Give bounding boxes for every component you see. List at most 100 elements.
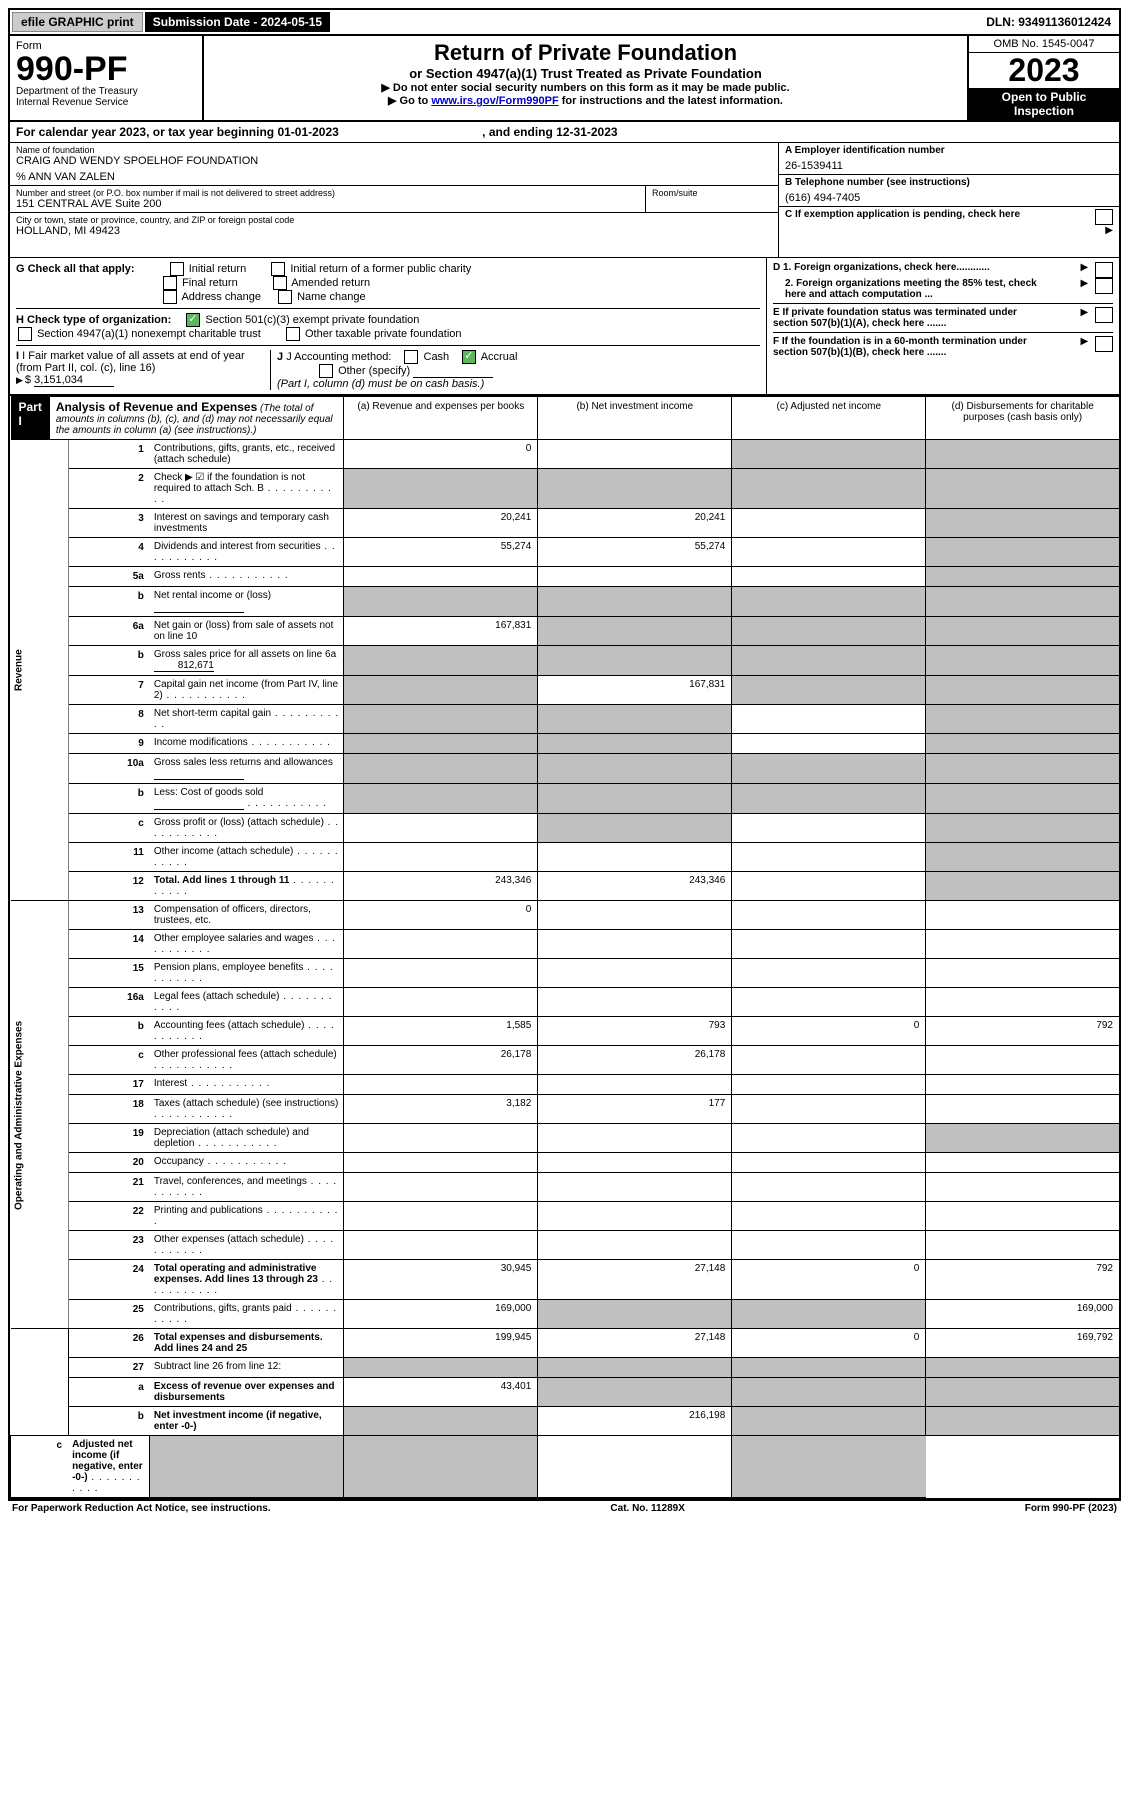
row-description: Adjusted net income (if negative, enter … — [68, 1436, 150, 1498]
cell-c — [732, 784, 926, 814]
cell-d — [926, 705, 1119, 734]
row-description: Gross profit or (loss) (attach schedule) — [150, 814, 344, 843]
table-row: 8Net short-term capital gain — [11, 705, 1120, 734]
cell-d: 792 — [926, 1017, 1119, 1046]
cell-d — [926, 872, 1119, 901]
cell-a: 0 — [344, 901, 538, 930]
cell-a: 167,831 — [344, 617, 538, 646]
h-4947-checkbox[interactable] — [18, 327, 32, 341]
row-number: 26 — [68, 1329, 150, 1358]
address-cell: Number and street (or P.O. box number if… — [10, 186, 645, 213]
cell-b: 216,198 — [538, 1407, 732, 1436]
row-description: Excess of revenue over expenses and disb… — [150, 1378, 344, 1407]
dln-number: DLN: 93491136012424 — [330, 15, 1119, 29]
cell-c — [732, 734, 926, 754]
row-description: Contributions, gifts, grants paid — [150, 1300, 344, 1329]
cell-b: 793 — [538, 1017, 732, 1046]
j-cash-checkbox[interactable] — [404, 350, 418, 364]
cell-a — [344, 814, 538, 843]
f-checkbox[interactable] — [1095, 336, 1113, 352]
cell-b: 243,346 — [538, 872, 732, 901]
cell-a — [344, 646, 538, 676]
cell-a — [344, 469, 538, 509]
cell-b: 27,148 — [538, 1329, 732, 1358]
cell-d — [926, 1075, 1119, 1095]
j-other-checkbox[interactable] — [319, 364, 333, 378]
cell-d — [926, 1407, 1119, 1436]
e-checkbox[interactable] — [1095, 307, 1113, 323]
cell-d — [926, 754, 1119, 784]
cell-c — [732, 1358, 926, 1378]
row-description: Less: Cost of goods sold — [150, 784, 344, 814]
cell-a — [344, 1231, 538, 1260]
d2-checkbox[interactable] — [1095, 278, 1113, 294]
cell-c: 0 — [732, 1329, 926, 1358]
j-cell: J J Accounting method: Cash Accrual Othe… — [271, 350, 760, 390]
cell-b: 177 — [538, 1095, 732, 1124]
cell-d — [926, 843, 1119, 872]
top-bar: efile GRAPHIC print Submission Date - 20… — [10, 10, 1119, 36]
cell-a — [344, 959, 538, 988]
ein-cell: A Employer identification number 26-1539… — [779, 143, 1119, 175]
form-header: Form 990-PF Department of the Treasury I… — [10, 36, 1119, 122]
efile-button[interactable]: efile GRAPHIC print — [12, 12, 143, 32]
row-number: 2 — [68, 469, 150, 509]
g-amended-checkbox[interactable] — [273, 276, 287, 290]
row-number: 8 — [68, 705, 150, 734]
row-number: 17 — [68, 1075, 150, 1095]
row-description: Gross rents — [150, 567, 344, 587]
cell-d — [926, 440, 1119, 469]
col-a-header: (a) Revenue and expenses per books — [344, 397, 538, 440]
cell-b — [538, 1173, 732, 1202]
cell-b — [538, 1075, 732, 1095]
cell-d — [926, 538, 1119, 567]
row-description: Occupancy — [150, 1153, 344, 1173]
g-name-checkbox[interactable] — [278, 290, 292, 304]
cell-b — [538, 1358, 732, 1378]
cell-a — [344, 734, 538, 754]
cell-d — [926, 1124, 1119, 1153]
row-number: 27 — [68, 1358, 150, 1378]
g-initial-former-checkbox[interactable] — [271, 262, 285, 276]
cell-a: 243,346 — [344, 872, 538, 901]
cell-d — [926, 1378, 1119, 1407]
table-row: aExcess of revenue over expenses and dis… — [11, 1378, 1120, 1407]
table-row: bGross sales price for all assets on lin… — [11, 646, 1120, 676]
form-subtitle: or Section 4947(a)(1) Trust Treated as P… — [214, 66, 957, 81]
c-checkbox[interactable] — [1095, 209, 1113, 225]
cell-a — [344, 784, 538, 814]
instructions-link[interactable]: www.irs.gov/Form990PF — [431, 95, 558, 107]
ghij-block: G Check all that apply: Initial return I… — [10, 258, 767, 394]
cell-c — [732, 988, 926, 1017]
row-number: b — [68, 587, 150, 617]
form-title: Return of Private Foundation — [214, 40, 957, 66]
d1-checkbox[interactable] — [1095, 262, 1113, 278]
row-number: 18 — [68, 1095, 150, 1124]
instr-1: ▶ Do not enter social security numbers o… — [214, 81, 957, 94]
header-left: Form 990-PF Department of the Treasury I… — [10, 36, 204, 120]
i-cell: I I Fair market value of all assets at e… — [16, 350, 271, 390]
cell-a: 55,274 — [344, 538, 538, 567]
g-address-checkbox[interactable] — [163, 290, 177, 304]
j-accrual-checkbox[interactable] — [462, 350, 476, 364]
cell-a: 20,241 — [344, 509, 538, 538]
h-label: H Check type of organization: — [16, 314, 171, 326]
cell-b: 55,274 — [538, 538, 732, 567]
g-initial-checkbox[interactable] — [170, 262, 184, 276]
cell-d — [926, 587, 1119, 617]
cell-b — [538, 617, 732, 646]
cell-c — [732, 754, 926, 784]
cell-a — [344, 1075, 538, 1095]
cell-d — [926, 1231, 1119, 1260]
row-description: Net short-term capital gain — [150, 705, 344, 734]
cell-c — [732, 538, 926, 567]
h-other-checkbox[interactable] — [286, 327, 300, 341]
table-row: 22Printing and publications — [11, 1202, 1120, 1231]
table-row: 3Interest on savings and temporary cash … — [11, 509, 1120, 538]
dept-label: Department of the Treasury — [16, 86, 196, 97]
h-501c3-checkbox[interactable] — [186, 313, 200, 327]
col-b-header: (b) Net investment income — [538, 397, 732, 440]
g-final-checkbox[interactable] — [163, 276, 177, 290]
name-cell: Name of foundation CRAIG AND WENDY SPOEL… — [10, 143, 778, 186]
row-number: 1 — [68, 440, 150, 469]
